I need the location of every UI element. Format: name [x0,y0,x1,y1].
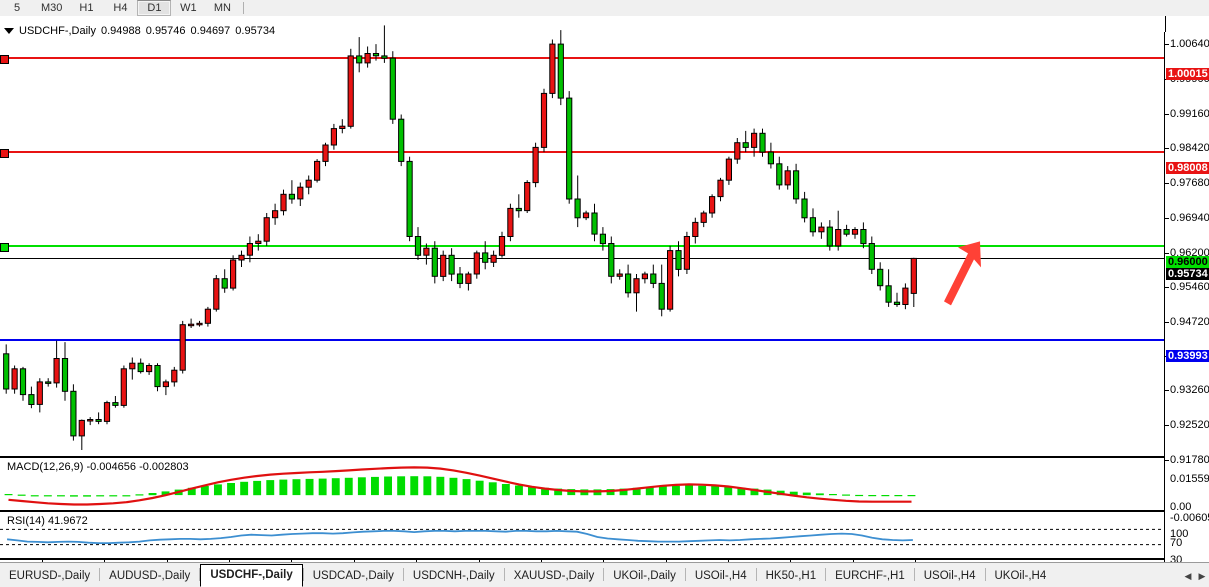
chart-tab-eurchfh1[interactable]: EURCHF-,H1 [835,570,905,582]
price-scale[interactable]: 1.006400.999000.991600.984200.976800.969… [1164,32,1209,578]
candlestick-series [3,25,917,450]
tab-divider [913,568,915,581]
chart-tab-hk50h1[interactable]: HK50-,H1 [765,570,817,582]
bullish-arrow-annotation[interactable] [0,16,1166,457]
chart-tab-usdchfdaily[interactable]: USDCHF-,Daily [200,564,303,587]
chart-tab-xauusddaily[interactable]: XAUUSD-,Daily [513,570,595,582]
chart-area[interactable]: USDCHF-,Daily 0.94988 0.95746 0.94697 0.… [0,16,1209,578]
price-level-resistance-upper[interactable] [0,56,1165,59]
chart-symbol-label: USDCHF-,Daily [19,25,96,37]
chart-tab-ukoildaily[interactable]: UKOil-,Daily [613,570,676,582]
chart-tab-usdcnhdaily[interactable]: USDCNH-,Daily [412,570,495,582]
price-badge-0-96000[interactable]: 0.96000 [1166,255,1209,268]
ohlc-open: 0.94988 [101,25,141,37]
price-label: 0.94720 [1170,315,1209,328]
price-level-support-blue[interactable] [0,339,1165,342]
chevron-down-icon[interactable] [4,28,14,34]
price-tick [1165,148,1169,150]
price-label: 0.91780 [1170,453,1209,466]
rsi-pane[interactable]: RSI(14) 41.9672 [0,511,1166,559]
price-label: 0.95460 [1170,281,1209,294]
macd-label: MACD(12,26,9) -0.004656 -0.002803 [5,461,191,473]
price-tick [1165,252,1169,254]
tab-divider [503,568,505,581]
price-label: 0.97680 [1170,177,1209,190]
symbol-tab-bar[interactable]: EURUSD-,Daily AUDUSD-,Daily USDCHF-,Daily U… [0,562,1209,587]
tab-divider [755,568,757,581]
price-label: 0.98420 [1170,142,1209,155]
price-tick [1165,459,1169,461]
macd-series [4,466,916,506]
price-label: 1.00640 [1170,38,1209,51]
price-tick [1165,44,1169,46]
price-level-current-price[interactable] [0,257,1165,259]
timeframe-button-w1[interactable]: W1 [180,2,197,14]
tab-divider [825,568,827,581]
macd-pane[interactable]: MACD(12,26,9) -0.004656 -0.002803 [0,457,1166,511]
level-handle-resistance-lower[interactable] [0,148,9,158]
price-badge-0-98008[interactable]: 0.98008 [1166,161,1209,174]
timeframe-button-h4[interactable]: H4 [113,2,128,14]
chart-tab-usdcaddaily[interactable]: USDCAD-,Daily [312,570,394,582]
price-label: 0.96940 [1170,211,1209,224]
rsi-scale-70: 70 [1170,537,1183,549]
price-badge-1-00015[interactable]: 1.00015 [1166,67,1209,80]
price-label: 0.93260 [1170,384,1209,397]
chart-header: USDCHF-,Daily 0.94988 0.95746 0.94697 0.… [4,24,280,38]
rsi-label: RSI(14) 41.9672 [5,515,90,527]
chart-tab-eurusddaily[interactable]: EURUSD-,Daily [9,570,91,582]
price-level-resistance-lower[interactable] [0,150,1165,153]
tab-divider [99,568,101,581]
ohlc-high: 0.95746 [145,25,186,37]
price-tick [1165,321,1169,323]
chart-tab-usoilh4[interactable]: USOil-,H4 [923,570,976,582]
level-handle-resistance-upper[interactable] [0,54,9,64]
toolbar-divider [243,2,245,14]
tab-scroll-left-icon[interactable]: ◀ [1184,571,1192,581]
chart-tab-usoilh4[interactable]: USOil-,H4 [694,570,747,582]
tab-divider [402,568,404,581]
tab-divider [984,568,986,581]
tab-divider [302,568,304,581]
ohlc-close: 0.95734 [235,25,276,37]
price-label: 0.92520 [1170,419,1209,432]
tab-divider [603,568,605,581]
chart-tab-audusddaily[interactable]: AUDUSD-,Daily [109,570,191,582]
tab-scroll-right-icon[interactable]: ▶ [1198,571,1206,581]
price-tick [1165,287,1169,289]
price-tick [1165,390,1169,392]
price-level-support-green[interactable] [0,244,1165,247]
price-tick [1165,183,1169,185]
timeframe-button-mn[interactable]: MN [213,2,231,14]
chart-tab-ukoilh4[interactable]: UKOil-,H4 [994,570,1047,582]
timeframe-button-5[interactable]: 5 [13,2,21,14]
toolbar-empty-space [248,0,1209,16]
price-pane[interactable] [0,16,1166,457]
price-tick [1165,217,1169,219]
macd-scale-max: 0.015596 [1170,473,1209,485]
level-handle-support-green[interactable] [0,242,9,252]
tab-divider [684,568,686,581]
rsi-series [0,528,1165,546]
macd-scale-min: -0.006055 [1170,512,1209,524]
price-tick [1165,425,1169,427]
price-label: 0.99160 [1170,107,1209,120]
price-badge-0-93993[interactable]: 0.93993 [1166,350,1209,363]
rsi-scale-100: 100 [1170,528,1189,540]
timeframe-button-d1[interactable]: D1 [137,0,172,16]
price-label: 0.96200 [1170,246,1209,259]
price-badge-0-95734[interactable]: 0.95734 [1166,268,1209,281]
tab-divider [199,568,201,581]
ohlc-low: 0.94697 [190,25,231,37]
macd-scale-zero: 0.00 [1170,501,1192,513]
timeframe-toolbar[interactable]: 5 M30 H1 H4 D1 W1 MN [0,0,1209,17]
timeframe-button-m30[interactable]: M30 [41,2,63,14]
price-tick [1165,113,1169,115]
timeframe-button-h1[interactable]: H1 [79,2,94,14]
